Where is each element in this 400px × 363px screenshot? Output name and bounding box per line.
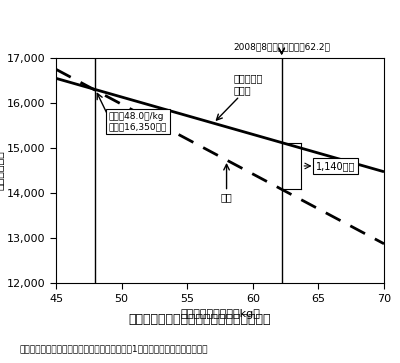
Text: 価格＝48.0円/kg
所得＝16,350千円: 価格＝48.0円/kg 所得＝16,350千円 bbox=[108, 112, 167, 131]
Text: 注：経営計画モデルを用いて、配合飼料価格を1円ごとに変動させて行った。: 注：経営計画モデルを用いて、配合飼料価格を1円ごとに変動させて行った。 bbox=[20, 344, 208, 353]
Y-axis label: 所得（千円）: 所得（千円） bbox=[0, 151, 4, 191]
Text: 慣行: 慣行 bbox=[221, 192, 232, 203]
Text: 2008年8月現在の価格＝62.2円: 2008年8月現在の価格＝62.2円 bbox=[233, 42, 330, 51]
Text: 1,140千円: 1,140千円 bbox=[316, 161, 355, 171]
Text: トウモロコ
シ多給: トウモロコ シ多給 bbox=[233, 74, 262, 95]
Text: 図１　配合飼料価格の変化に伴う所得比較: 図１ 配合飼料価格の変化に伴う所得比較 bbox=[129, 313, 271, 326]
X-axis label: 配合飼料価格（円／kg）: 配合飼料価格（円／kg） bbox=[180, 309, 260, 319]
